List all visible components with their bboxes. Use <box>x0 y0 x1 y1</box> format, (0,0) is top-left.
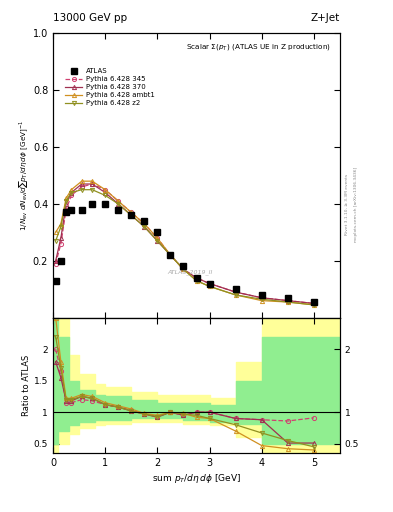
Text: 13000 GeV pp: 13000 GeV pp <box>53 13 127 23</box>
Legend: ATLAS, Pythia 6.428 345, Pythia 6.428 370, Pythia 6.428 ambt1, Pythia 6.428 z2: ATLAS, Pythia 6.428 345, Pythia 6.428 37… <box>62 65 158 109</box>
Y-axis label: Ratio to ATLAS: Ratio to ATLAS <box>22 355 31 416</box>
Y-axis label: $1/N_\mathrm{ev}\ dN_\mathrm{ev}/d\!\sum\! p_T/d\eta\,d\phi\ [\mathrm{GeV}]^{-1}: $1/N_\mathrm{ev}\ dN_\mathrm{ev}/d\!\sum… <box>17 120 30 231</box>
Text: Rivet 3.1.10, ≥ 3.3M events: Rivet 3.1.10, ≥ 3.3M events <box>345 174 349 236</box>
Text: Scalar $\Sigma(p_T)$ (ATLAS UE in Z production): Scalar $\Sigma(p_T)$ (ATLAS UE in Z prod… <box>186 42 331 52</box>
Text: ATLAS_2019_II: ATLAS_2019_II <box>168 269 213 275</box>
Text: Z+Jet: Z+Jet <box>311 13 340 23</box>
X-axis label: sum $p_T/d\eta\,d\phi$ [GeV]: sum $p_T/d\eta\,d\phi$ [GeV] <box>152 472 241 485</box>
Text: mcplots.cern.ch [arXiv:1306.3436]: mcplots.cern.ch [arXiv:1306.3436] <box>354 167 358 242</box>
